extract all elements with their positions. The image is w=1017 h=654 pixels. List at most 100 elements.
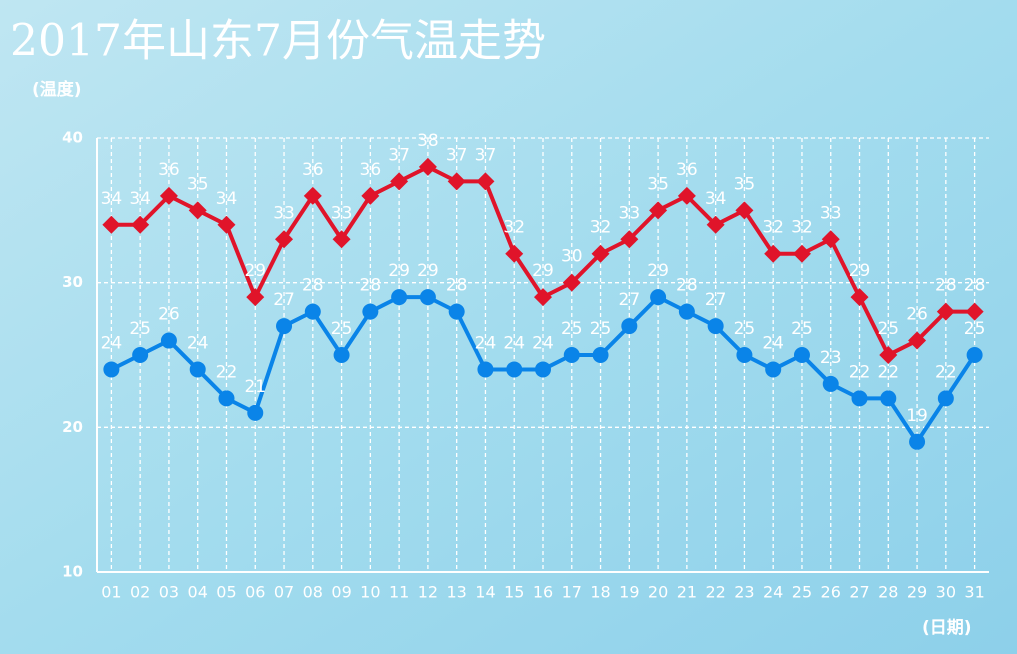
marker	[132, 347, 149, 363]
marker	[448, 303, 465, 320]
x-tick-label: 09	[331, 583, 351, 602]
data-label: 36	[360, 160, 382, 180]
data-label: 25	[590, 319, 612, 339]
data-label: 30	[561, 247, 583, 267]
data-label: 25	[964, 319, 986, 339]
data-label: 33	[331, 203, 353, 223]
data-label: 24	[532, 333, 554, 353]
data-label: 37	[446, 145, 468, 165]
x-tick-label: 07	[274, 583, 294, 602]
x-tick-label: 06	[245, 583, 265, 602]
y-axis-label: (温度)	[32, 79, 82, 100]
x-tick-label: 29	[907, 583, 927, 602]
data-label: 28	[935, 276, 957, 296]
marker	[160, 332, 177, 349]
marker	[591, 244, 610, 263]
marker	[677, 186, 696, 205]
y-tick-label: 20	[62, 418, 83, 436]
x-tick-label: 21	[677, 583, 697, 602]
y-tick-label: 10	[62, 563, 83, 581]
data-label: 24	[475, 333, 497, 353]
x-tick-label: 22	[705, 583, 725, 602]
data-label: 25	[877, 319, 899, 339]
x-axis-label: (日期)	[922, 618, 972, 638]
marker	[304, 303, 321, 320]
data-label: 34	[705, 189, 727, 209]
data-label: 24	[101, 333, 123, 353]
marker	[275, 230, 294, 249]
marker	[131, 215, 150, 234]
marker	[592, 347, 609, 363]
marker	[735, 201, 754, 220]
data-label: 38	[417, 131, 439, 151]
data-label: 19	[906, 406, 928, 426]
marker	[793, 347, 810, 363]
marker	[247, 404, 264, 421]
x-tick-label: 30	[936, 583, 956, 602]
marker	[477, 361, 494, 378]
marker	[937, 390, 954, 407]
data-label: 35	[734, 174, 756, 194]
x-tick-label: 18	[590, 583, 610, 602]
data-label: 28	[302, 276, 324, 296]
marker	[534, 288, 552, 307]
data-label: 29	[417, 261, 439, 281]
chart-title: 2017年山东7月份气温走势	[10, 16, 546, 67]
x-tick-label: 20	[648, 583, 668, 602]
x-tick-label: 05	[216, 583, 236, 602]
marker	[966, 347, 983, 363]
x-tick-label: 25	[792, 583, 812, 602]
data-label: 27	[619, 290, 641, 310]
data-label: 22	[216, 362, 238, 382]
marker	[218, 390, 235, 407]
marker	[792, 244, 811, 263]
data-label: 36	[302, 160, 324, 180]
marker	[822, 375, 839, 392]
marker	[419, 289, 436, 306]
marker	[246, 288, 265, 307]
data-label: 24	[503, 333, 525, 353]
marker	[736, 347, 753, 363]
x-tick-label: 28	[878, 583, 898, 602]
marker	[880, 390, 897, 407]
x-tick-label: 10	[360, 583, 380, 602]
data-label: 29	[532, 261, 554, 281]
x-tick-label: 17	[562, 583, 582, 602]
data-label: 26	[158, 305, 180, 325]
x-tick-label: 19	[619, 583, 639, 602]
x-tick-label: 14	[475, 583, 495, 602]
x-tick-label: 15	[504, 583, 524, 602]
marker	[562, 273, 581, 292]
marker	[159, 186, 178, 205]
marker	[764, 244, 783, 263]
data-label: 29	[244, 261, 266, 281]
data-label: 33	[619, 203, 641, 223]
data-label: 22	[935, 362, 957, 382]
marker	[650, 289, 667, 306]
marker	[678, 303, 695, 320]
data-label: 25	[734, 319, 756, 339]
x-tick-label: 04	[188, 583, 208, 602]
data-label: 34	[129, 189, 151, 209]
data-label: 27	[273, 290, 295, 310]
data-label: 32	[503, 218, 525, 238]
data-label: 26	[906, 305, 928, 325]
x-tick-label: 13	[446, 583, 466, 602]
marker	[303, 186, 322, 205]
marker	[189, 361, 206, 378]
data-label: 25	[331, 319, 353, 339]
data-label: 34	[101, 189, 123, 209]
marker	[621, 318, 638, 335]
data-label: 32	[762, 218, 784, 238]
marker	[188, 201, 207, 220]
marker	[821, 230, 840, 249]
marker	[909, 433, 926, 450]
data-label: 35	[647, 174, 669, 194]
y-tick-label: 30	[62, 273, 83, 291]
marker	[361, 186, 380, 205]
marker	[965, 302, 984, 321]
x-tick-label: 23	[734, 583, 754, 602]
data-label: 25	[791, 319, 813, 339]
data-label: 33	[820, 203, 842, 223]
data-label: 36	[676, 160, 698, 180]
